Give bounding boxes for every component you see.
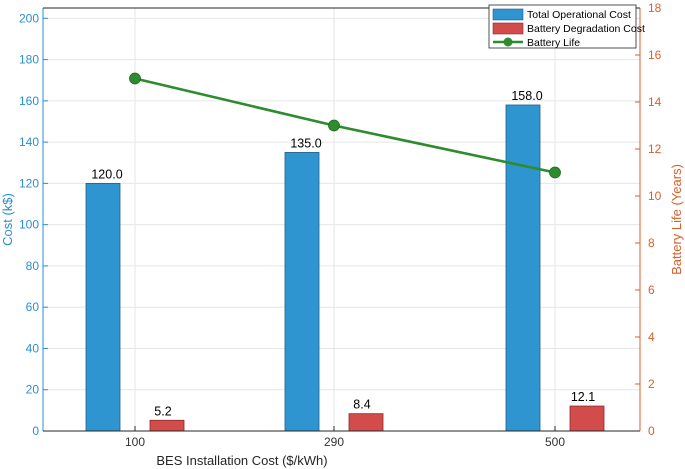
legend-label-battery-degradation-cost: Battery Degradation Cost [527, 23, 645, 35]
bars [85, 104, 605, 432]
right-tick-label: 4 [648, 330, 655, 344]
left-tick-label: 80 [26, 259, 40, 273]
left-tick-label: 160 [19, 94, 39, 108]
legend-swatch-battery-degradation-cost [492, 22, 524, 35]
right-tick-label: 2 [648, 377, 655, 391]
right-tick-label: 0 [648, 424, 655, 438]
bar-battery-degradation-cost [149, 419, 185, 432]
grid [43, 8, 640, 432]
left-tick-label: 200 [19, 11, 39, 25]
left-tick-label: 40 [26, 341, 40, 355]
right-tick-label: 16 [648, 48, 662, 62]
data-label-total-operational-cost: 158.0 [511, 89, 542, 103]
legend-swatch-total-operational-cost [492, 8, 524, 21]
x-tick-label: 500 [545, 435, 565, 449]
legend-swatch-battery-life-marker [503, 37, 513, 47]
right-tick-label: 18 [648, 1, 662, 15]
data-label-battery-degradation-cost: 8.4 [353, 398, 370, 412]
left-axis-title: Cost (k$) [0, 193, 15, 246]
right-tick-label: 12 [648, 142, 662, 156]
left-tick-label: 20 [26, 383, 40, 397]
left-tick-label: 100 [19, 218, 39, 232]
data-label-total-operational-cost: 120.0 [91, 167, 122, 181]
right-tick-label: 10 [648, 189, 662, 203]
battery-life-marker [328, 119, 340, 132]
left-tick-label: 120 [19, 176, 39, 190]
right-tick-label: 8 [648, 236, 655, 250]
data-labels: 120.0 5.2 135.0 8.4 158.0 12.1 [91, 89, 595, 418]
left-tick-label: 180 [19, 53, 39, 67]
plot-background [43, 8, 640, 431]
bar-total-operational-cost [85, 182, 121, 432]
bar-total-operational-cost [505, 104, 541, 432]
bar-battery-degradation-cost [569, 405, 605, 432]
right-tick-label: 6 [648, 283, 655, 297]
legend-label-total-operational-cost: Total Operational Cost [527, 9, 631, 21]
x-tick-label: 290 [324, 435, 344, 449]
left-tick-label: 60 [26, 300, 40, 314]
x-tick-label: 100 [125, 435, 145, 449]
right-tick-label: 14 [648, 95, 662, 109]
battery-life-marker [549, 166, 561, 179]
battery-life-marker [129, 72, 141, 85]
bar-battery-degradation-cost [348, 413, 384, 432]
bar-total-operational-cost [284, 152, 320, 432]
x-axis-title: BES Installation Cost ($/kWh) [156, 453, 327, 468]
data-label-total-operational-cost: 135.0 [290, 136, 321, 150]
left-tick-label: 0 [32, 424, 39, 438]
right-axis-title: Battery Life (Years) [669, 164, 684, 275]
legend: Total Operational Cost Battery Degradatio… [488, 4, 645, 49]
battery-life-line-group [129, 72, 561, 179]
legend-label-battery-life: Battery Life [527, 37, 580, 49]
data-label-battery-degradation-cost: 5.2 [154, 404, 171, 418]
data-label-battery-degradation-cost: 12.1 [571, 390, 595, 404]
left-tick-label: 140 [19, 135, 39, 149]
